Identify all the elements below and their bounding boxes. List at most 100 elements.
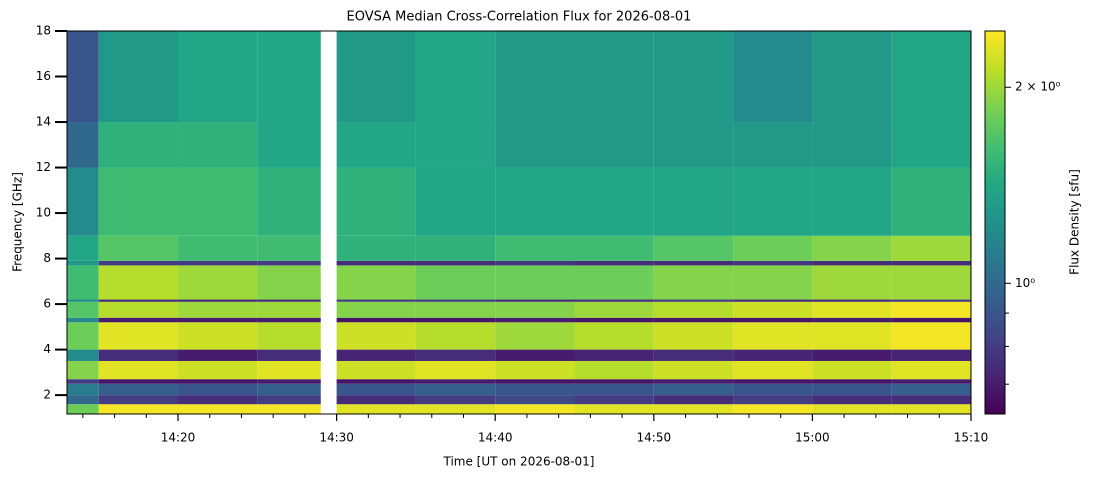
heatmap-cell xyxy=(178,122,258,168)
heatmap-cell xyxy=(336,299,416,302)
heatmap-cell xyxy=(336,349,416,361)
heatmap-cell xyxy=(98,360,179,380)
heatmap-cell xyxy=(733,349,813,361)
heatmap-cell xyxy=(733,299,813,302)
heatmap-cell xyxy=(653,317,734,323)
heatmap-cell xyxy=(653,383,734,396)
heatmap-cell xyxy=(574,360,654,380)
heatmap-cell xyxy=(336,383,416,396)
heatmap-cell xyxy=(495,383,575,396)
heatmap-cell xyxy=(67,317,99,323)
heatmap-cell xyxy=(98,322,179,350)
heatmap-cell xyxy=(891,360,971,380)
heatmap-cell xyxy=(574,317,654,323)
heatmap-cell xyxy=(257,360,321,380)
x-tick-label: 14:20 xyxy=(161,431,196,445)
heatmap-cell xyxy=(891,379,971,384)
heatmap-cell xyxy=(257,235,321,261)
heatmap-cell xyxy=(812,265,892,300)
heatmap-cell xyxy=(733,322,813,350)
heatmap-cell xyxy=(257,122,321,168)
heatmap-cell xyxy=(336,265,416,300)
heatmap-cell xyxy=(733,379,813,384)
heatmap-cell xyxy=(98,301,179,318)
heatmap-cell xyxy=(98,317,179,323)
heatmap-cell xyxy=(336,301,416,318)
heatmap-cell xyxy=(495,404,575,414)
heatmap-cell xyxy=(574,322,654,350)
heatmap-cell xyxy=(495,322,575,350)
y-tick-label: 4 xyxy=(43,342,51,356)
heatmap-cell xyxy=(495,301,575,318)
heatmap-cell xyxy=(495,260,575,266)
heatmap-cell xyxy=(98,122,179,168)
heatmap-cell xyxy=(257,379,321,384)
heatmap-cell xyxy=(415,360,496,380)
heatmap-cell xyxy=(891,404,971,414)
heatmap-cell xyxy=(495,379,575,384)
y-axis-label: Frequency [GHz] xyxy=(11,172,25,272)
heatmap-cell xyxy=(336,31,416,123)
heatmap-cell xyxy=(67,395,99,405)
heatmap-cell xyxy=(336,395,416,405)
heatmap-cell xyxy=(415,31,496,123)
y-tick-label: 14 xyxy=(36,115,51,129)
heatmap-cell xyxy=(178,360,258,380)
heatmap-cell xyxy=(98,265,179,300)
heatmap-cell xyxy=(653,322,734,350)
heatmap-cell xyxy=(495,265,575,300)
x-tick-label: 14:30 xyxy=(319,431,354,445)
heatmap-cell xyxy=(891,167,971,236)
heatmap-cell xyxy=(257,395,321,405)
heatmap-cell xyxy=(495,122,575,168)
heatmap-cell xyxy=(812,322,892,350)
heatmap-cell xyxy=(67,349,99,361)
heatmap-cell xyxy=(653,265,734,300)
heatmap-cell xyxy=(178,379,258,384)
heatmap-cell xyxy=(495,349,575,361)
plot-frame xyxy=(66,30,972,415)
heatmap-cell xyxy=(67,260,99,266)
heatmap-cell xyxy=(67,383,99,396)
heatmap-cell xyxy=(733,235,813,261)
heatmap-cell xyxy=(98,404,179,414)
y-tick-label: 12 xyxy=(36,160,51,174)
heatmap-cell xyxy=(178,349,258,361)
heatmap-cell xyxy=(891,122,971,168)
heatmap-cell xyxy=(812,167,892,236)
heatmap-cell xyxy=(574,349,654,361)
heatmap-cell xyxy=(178,383,258,396)
heatmap-cell xyxy=(495,235,575,261)
heatmap-cell xyxy=(653,301,734,318)
heatmap-cell xyxy=(733,122,813,168)
heatmap-cell xyxy=(653,260,734,266)
heatmap-cell xyxy=(178,301,258,318)
heatmap-cell xyxy=(415,260,496,266)
heatmap-cell xyxy=(178,31,258,123)
heatmap-cell xyxy=(574,383,654,396)
heatmap-cell xyxy=(336,360,416,380)
heatmap-cell xyxy=(891,322,971,350)
y-tick-label: 2 xyxy=(43,388,51,402)
heatmap-cell xyxy=(98,299,179,302)
heatmap-cell xyxy=(733,31,813,123)
heatmap-cell xyxy=(733,317,813,323)
heatmap-cell xyxy=(891,383,971,396)
heatmap-cell xyxy=(336,404,416,414)
heatmap-cell xyxy=(812,299,892,302)
heatmap-cell xyxy=(733,260,813,266)
heatmap-cell xyxy=(257,167,321,236)
heatmap-cell xyxy=(812,31,892,123)
heatmap-cell xyxy=(574,235,654,261)
heatmap-cell xyxy=(495,317,575,323)
heatmap-cell xyxy=(98,260,179,266)
heatmap-cell xyxy=(336,122,416,168)
heatmap-cell xyxy=(257,322,321,350)
y-tick-label: 8 xyxy=(43,251,51,265)
heatmap-cell xyxy=(336,260,416,266)
heatmap-cell xyxy=(178,322,258,350)
heatmap-cell xyxy=(415,317,496,323)
heatmap-cell xyxy=(574,260,654,266)
heatmap-cell xyxy=(812,383,892,396)
heatmap-cell xyxy=(733,395,813,405)
